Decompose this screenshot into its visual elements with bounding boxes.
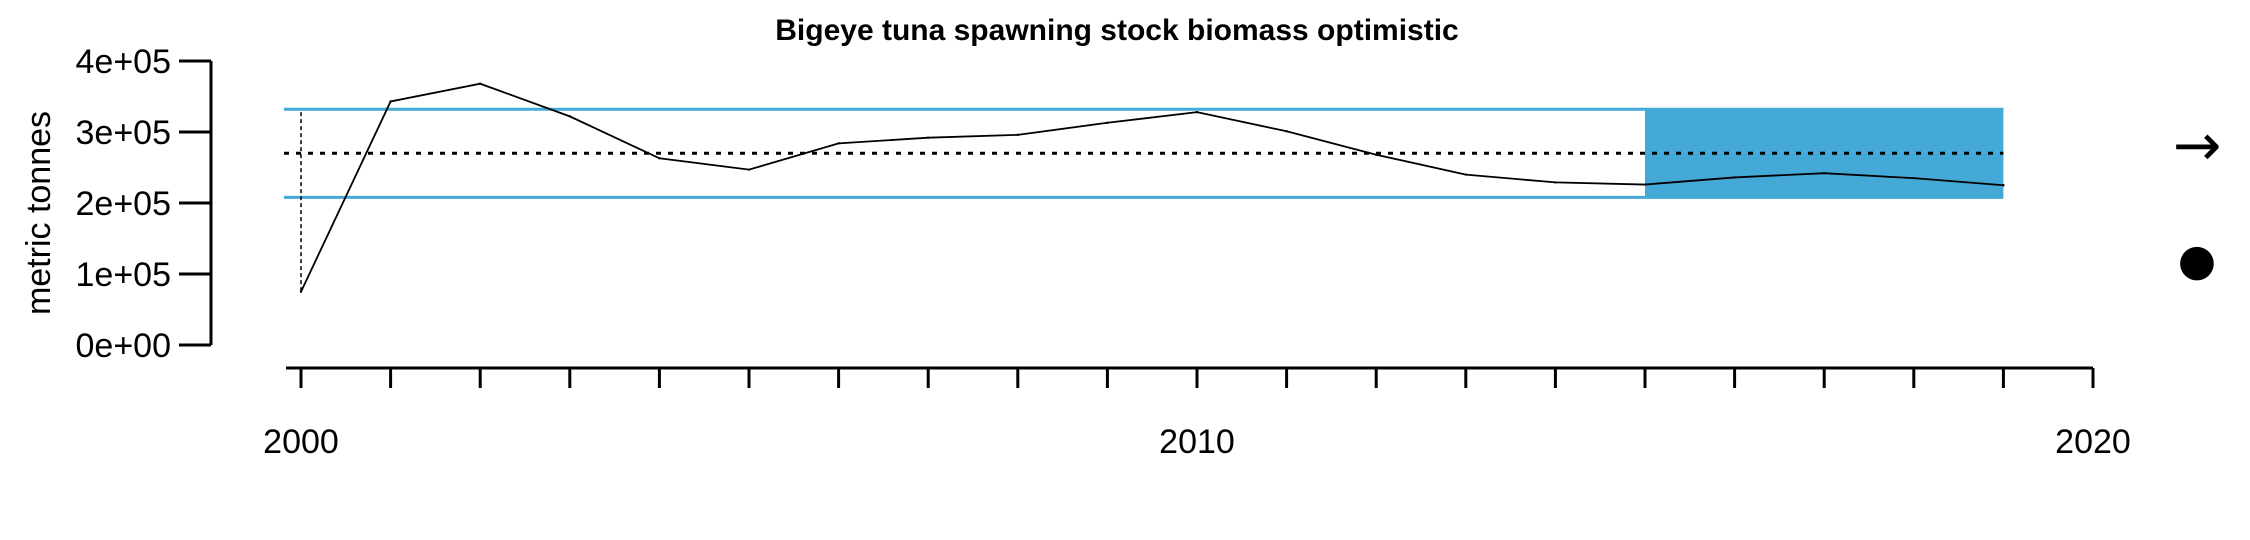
x-tick-label: 2010: [1159, 423, 1235, 461]
y-tick-label: 0e+00: [76, 327, 172, 365]
data-point: [1106, 121, 1109, 124]
data-point: [1195, 110, 1199, 114]
y-tick-label: 2e+05: [76, 185, 172, 223]
data-point: [1643, 183, 1647, 186]
y-tick-label: 4e+05: [76, 43, 172, 81]
data-point: [927, 136, 930, 139]
data-point: [2002, 184, 2005, 187]
trend-arrow-icon: →: [2173, 111, 2222, 179]
data-point: [479, 82, 482, 85]
status-dot-icon: ●: [2178, 235, 2216, 286]
data-point: [747, 168, 751, 171]
chart-title: Bigeye tuna spawning stock biomass optim…: [775, 14, 1458, 47]
data-point: [568, 115, 571, 118]
y-tick-label: 1e+05: [76, 256, 172, 294]
data-point: [1554, 181, 1557, 184]
data-point: [658, 157, 661, 160]
data-point: [1464, 173, 1468, 176]
data-point: [1375, 153, 1378, 156]
data-point: [1285, 130, 1288, 133]
data-point: [1823, 171, 1826, 175]
data-point: [389, 100, 392, 103]
y-axis-title: metric tonnes: [20, 111, 58, 315]
x-tick-label: 2000: [263, 423, 339, 461]
reference-band: [284, 107, 2004, 199]
x-tick-label: 2020: [2055, 423, 2131, 461]
y-tick-label: 3e+05: [76, 114, 172, 152]
data-point: [299, 290, 303, 293]
data-point: [1016, 133, 1019, 137]
series-line: [300, 82, 2004, 293]
series: [299, 82, 2005, 293]
x-axis: 2000 2010 2020: [263, 366, 2131, 461]
data-point: [1733, 176, 1736, 179]
y-axis: 0e+00 1e+05 2e+05 3e+05 4e+05: [76, 43, 213, 365]
data-point: [1912, 176, 1916, 180]
data-point: [837, 142, 840, 145]
